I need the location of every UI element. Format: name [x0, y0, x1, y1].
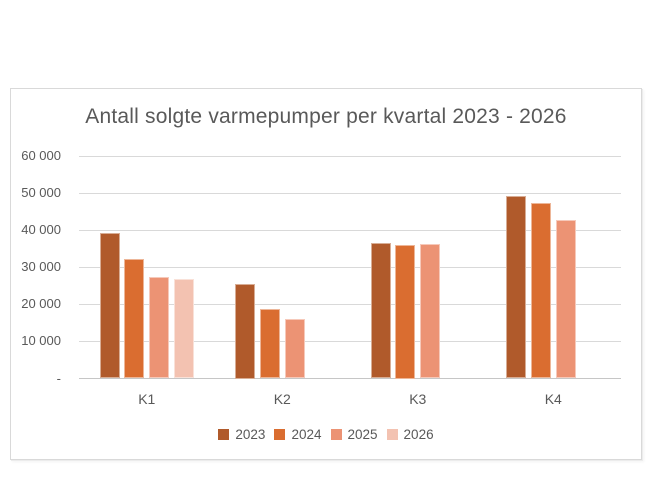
legend-swatch-2025 [330, 429, 342, 440]
legend-swatch-2023 [218, 429, 230, 440]
y-tick-label: 10 000 [21, 333, 61, 349]
y-tick-label: 20 000 [21, 296, 61, 312]
x-tick-label-K4: K4 [544, 391, 562, 407]
gridline [79, 155, 621, 157]
plot-area: - 10 000 20 000 30 000 40 000 50 000 60 000 K1 K… [11, 89, 641, 459]
bar-2023-K4 [506, 196, 527, 379]
bar-2024-K1 [124, 259, 145, 379]
legend-label: 2024 [291, 427, 322, 442]
legend: 2023 2024 2025 2026 [11, 427, 641, 442]
x-axis-line [79, 378, 621, 379]
legend-item-2023: 2023 [218, 427, 265, 442]
x-tick-label-K1: K1 [138, 391, 156, 407]
chart-title: Antall solgte varmepumper per kvartal 20… [85, 105, 567, 128]
legend-label: 2026 [403, 427, 434, 442]
legend-item-2025: 2025 [330, 427, 378, 442]
bar-2024-K3 [395, 245, 416, 379]
bar-2026-K1 [173, 279, 194, 379]
bar-2025-K4 [555, 220, 576, 379]
legend-swatch-2024 [274, 429, 286, 440]
bar-2025-K1 [149, 277, 170, 379]
legend-swatch-2026 [386, 429, 398, 440]
gridline [79, 340, 621, 342]
gridline [79, 229, 621, 231]
bar-2025-K2 [284, 319, 305, 379]
bar-2023-K2 [235, 283, 256, 379]
gridline [79, 192, 621, 194]
bar-2024-K2 [259, 309, 280, 379]
x-tick-label-K3: K3 [409, 391, 427, 407]
bar-2025-K3 [420, 244, 441, 379]
bar-2023-K3 [370, 243, 391, 379]
bar-2023-K1 [99, 233, 120, 379]
gridline [79, 303, 621, 305]
legend-label: 2025 [347, 427, 378, 442]
bar-2024-K4 [530, 203, 551, 379]
y-tick-label: 30 000 [21, 259, 61, 275]
chart-frame: Antall solgte varmepumper per kvartal 20… [10, 88, 642, 460]
legend-item-2026: 2026 [386, 427, 434, 442]
x-tick-label-K2: K2 [273, 391, 291, 407]
y-tick-label: 40 000 [21, 222, 61, 238]
legend-label: 2023 [235, 427, 266, 442]
gridline [79, 266, 621, 268]
y-tick-label: - [56, 370, 61, 386]
legend-item-2024: 2024 [274, 427, 322, 442]
y-tick-label: 60 000 [21, 148, 61, 163]
y-tick-label: 50 000 [21, 185, 61, 201]
